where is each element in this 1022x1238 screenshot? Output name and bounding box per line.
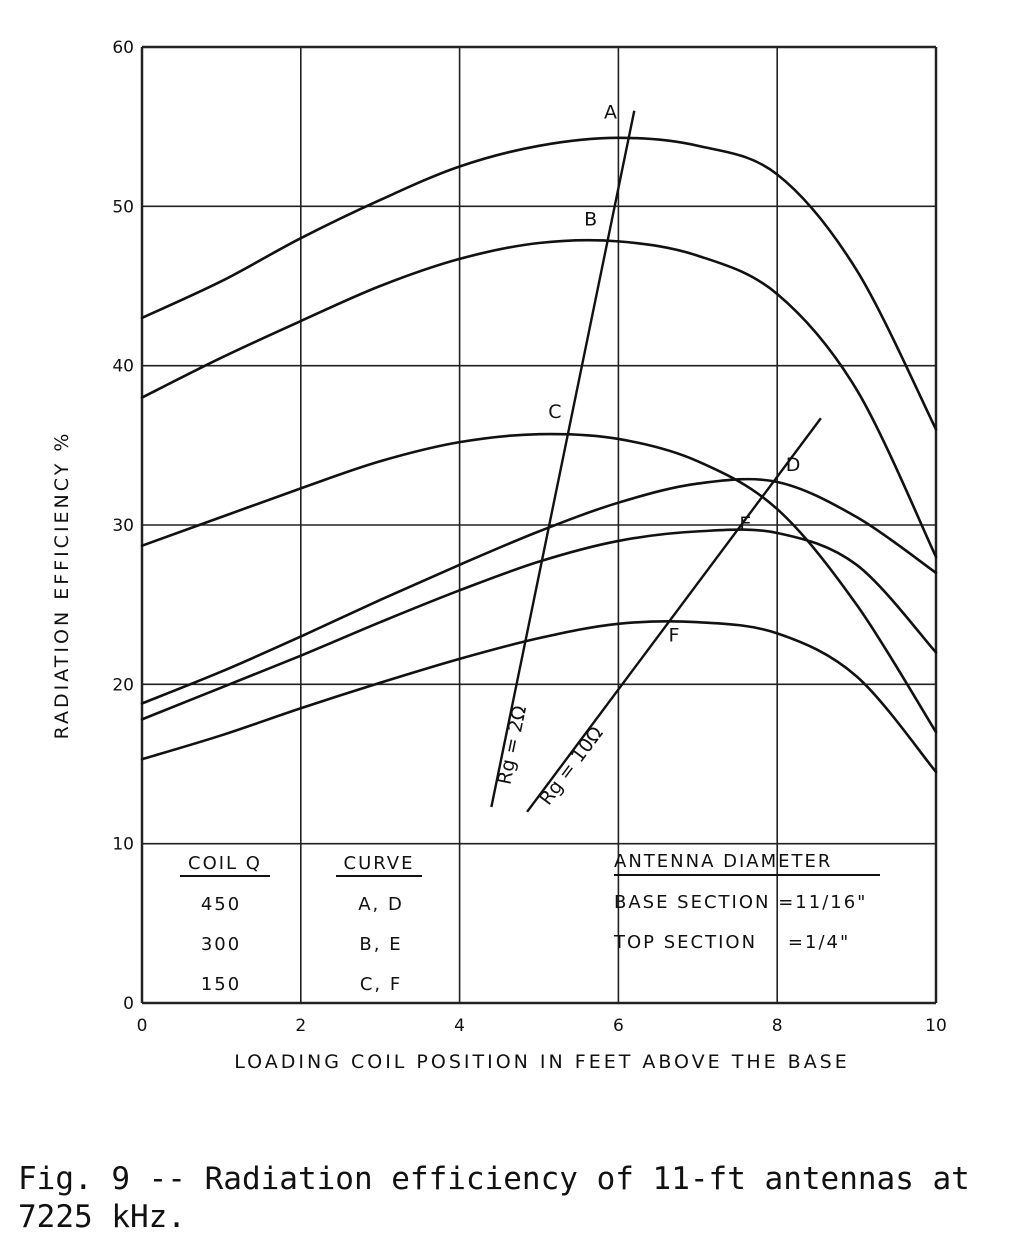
- y-tick-label-10: 10: [112, 835, 134, 855]
- x-tick-label-8: 8: [772, 1016, 783, 1036]
- legend-curve-header: CURVE: [344, 853, 415, 874]
- curve-label-a: A: [604, 102, 617, 124]
- legend-coil-q-150: 150: [201, 974, 241, 995]
- y-tick-label-40: 40: [112, 357, 134, 377]
- x-axis-label: LOADING COIL POSITION IN FEET ABOVE THE …: [234, 1051, 850, 1073]
- reference-line-label-rg-2-ohm: Rg = 2Ω: [493, 704, 531, 787]
- x-tick-label-0: 0: [137, 1016, 148, 1036]
- legend-curve-ad: A, D: [358, 894, 404, 915]
- legend-curve-be: B, E: [359, 934, 402, 955]
- y-tick-label-30: 30: [112, 516, 134, 536]
- curve-label-b: B: [584, 208, 597, 230]
- legend-coil-q-header: COIL Q: [188, 853, 262, 874]
- y-tick-label-60: 60: [112, 38, 134, 58]
- legend-coil-q-300: 300: [201, 934, 241, 955]
- x-tick-label-4: 4: [454, 1016, 465, 1036]
- curve-labels: A B C D E F: [548, 102, 800, 647]
- reference-line-label-rg-10-ohm: Rg = 10Ω: [535, 723, 608, 810]
- reference-lines: Rg = 2Ω Rg = 10Ω: [490, 110, 822, 813]
- grid-layer: [140, 45, 938, 1005]
- y-tick-label-20: 20: [112, 675, 134, 695]
- legend-coil-q-450: 450: [201, 894, 241, 915]
- y-axis-label: RADIATION EFFICIENCY %: [51, 431, 73, 740]
- curve-e: [140, 528, 938, 721]
- reference-line-rg-10-ohm: [526, 417, 822, 813]
- legend-base-section: BASE SECTION =11/16": [614, 892, 867, 913]
- legend-diameter-header: ANTENNA DIAMETER: [614, 851, 832, 872]
- x-tick-label-2: 2: [295, 1016, 306, 1036]
- x-tick-label-10: 10: [925, 1016, 947, 1036]
- x-tick-label-6: 6: [613, 1016, 624, 1036]
- curves-layer: [140, 136, 938, 774]
- curve-c: [140, 432, 938, 734]
- curve-label-d: D: [786, 454, 801, 476]
- y-tick-label-0: 0: [123, 994, 134, 1014]
- tick-labels: 0 2 4 6 8 10 0 10 20 30 40 50 60: [112, 38, 946, 1036]
- curve-label-f: F: [669, 624, 680, 646]
- y-tick-label-50: 50: [112, 197, 134, 217]
- reference-line-rg-2-ohm: [490, 110, 636, 808]
- figure-caption: Fig. 9 -- Radiation efficiency of 11-ft …: [18, 1161, 970, 1235]
- curve-label-c: C: [548, 401, 561, 423]
- curve-d: [140, 477, 938, 705]
- curve-f: [140, 620, 938, 774]
- curve-a: [140, 136, 938, 431]
- legend-box: COIL Q CURVE 450 A, D 300 B, E 150 C, F …: [180, 851, 880, 995]
- legend-curve-cf: C, F: [360, 974, 402, 995]
- legend-top-section: TOP SECTION =1/4": [613, 932, 850, 953]
- curve-label-e: E: [739, 513, 751, 535]
- curve-b: [140, 238, 938, 559]
